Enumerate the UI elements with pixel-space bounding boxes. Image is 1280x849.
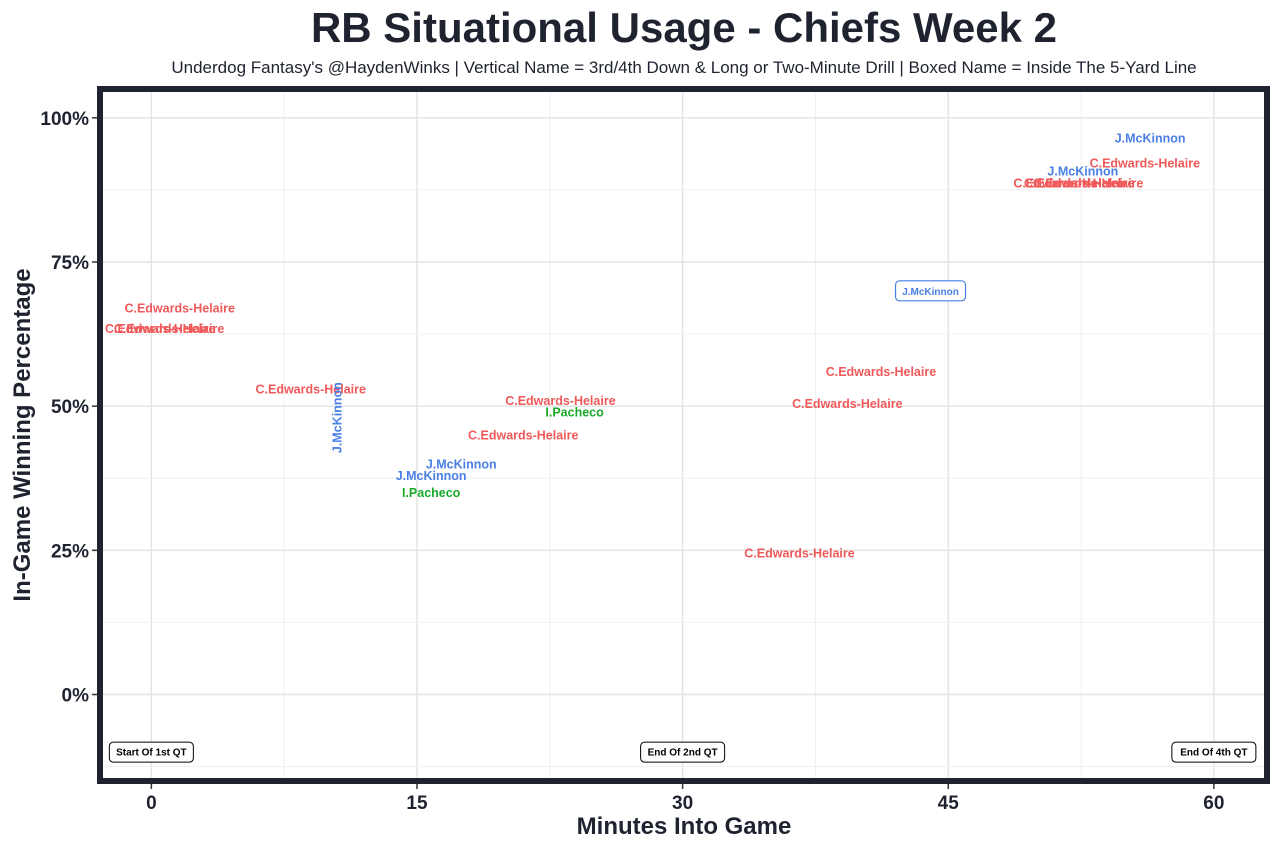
x-tick-label: 45 bbox=[938, 793, 960, 814]
point-label: C.Edwards-Helaire bbox=[1033, 176, 1144, 190]
quarter-marker: End Of 4th QT bbox=[1171, 741, 1257, 763]
point-label: C.Edwards-Helaire bbox=[1013, 176, 1124, 190]
point-label: C.Edwards-Helaire bbox=[792, 397, 903, 411]
point-label: J.McKinnon bbox=[426, 457, 497, 471]
point-label: I.Pacheco bbox=[402, 486, 461, 500]
y-axis-title: In-Game Winning Percentage bbox=[9, 268, 36, 601]
x-tick-label: 60 bbox=[1203, 793, 1224, 814]
chart-title: RB Situational Usage - Chiefs Week 2 bbox=[311, 4, 1057, 51]
y-tick-label: 75% bbox=[51, 253, 89, 274]
vertical-point-label: J.McKinnon bbox=[330, 382, 344, 453]
point-label: C.Edwards-Helaire bbox=[124, 302, 235, 316]
point-label: C.Edwards-Helaire bbox=[105, 322, 216, 336]
quarter-marker-box bbox=[1171, 741, 1257, 763]
grid bbox=[100, 89, 1267, 781]
point-label: C.Edwards-Helaire bbox=[1090, 156, 1201, 170]
label-box bbox=[894, 280, 967, 302]
y-tick-label: 50% bbox=[51, 397, 89, 418]
quarter-marker-label: End Of 4th QT bbox=[1180, 748, 1247, 759]
quarter-marker: Start Of 1st QT bbox=[108, 741, 194, 763]
chart-subtitle: Underdog Fantasy's @HaydenWinks | Vertic… bbox=[171, 58, 1196, 77]
quarter-marker: End Of 2nd QT bbox=[640, 741, 726, 763]
point-label: C.Edwards-Helaire bbox=[114, 322, 225, 336]
point-label: J.McKinnon bbox=[396, 469, 467, 483]
point-label: C.Edwards-Helaire bbox=[1024, 176, 1135, 190]
y-tick-label: 0% bbox=[62, 686, 90, 707]
boxed-point-label: J.McKinnon bbox=[894, 280, 967, 302]
y-tick-label: 100% bbox=[40, 109, 89, 130]
quarter-marker-box bbox=[108, 741, 194, 763]
quarter-marker-label: Start Of 1st QT bbox=[116, 748, 187, 759]
point-label: C.Edwards-Helaire bbox=[744, 547, 855, 561]
point-label: C.Edwards-Helaire bbox=[255, 382, 366, 396]
x-tick-label: 0 bbox=[146, 793, 157, 814]
plot-border bbox=[97, 86, 1270, 784]
x-ticks: 0 15 30 45 60 bbox=[146, 784, 1224, 814]
x-tick-label: 30 bbox=[672, 793, 693, 814]
x-axis-title: Minutes Into Game bbox=[577, 813, 792, 840]
y-tick-label: 25% bbox=[51, 541, 89, 562]
quarter-marker-label: End Of 2nd QT bbox=[648, 748, 718, 759]
point-label: J.McKinnon bbox=[1115, 132, 1186, 146]
quarter-marker-box bbox=[640, 741, 726, 763]
point-label: C.Edwards-Helaire bbox=[826, 365, 937, 379]
quarter-markers: Start Of 1st QT End Of 2nd QT End Of 4th Q… bbox=[108, 741, 1257, 763]
point-label: I.Pacheco bbox=[545, 405, 604, 419]
point-label: C.Edwards-Helaire bbox=[468, 429, 579, 443]
data-points: C.Edwards-HelaireC.Edwards-HelaireC.Edwa… bbox=[105, 132, 1200, 561]
point-label: J.McKinnon bbox=[1047, 164, 1118, 178]
point-label: J.McKinnon bbox=[902, 287, 959, 298]
point-label: C.Edwards-Helaire bbox=[505, 394, 616, 408]
x-tick-label: 15 bbox=[406, 793, 428, 814]
y-ticks: 0% 25% 50% 75% 100% bbox=[40, 109, 97, 707]
